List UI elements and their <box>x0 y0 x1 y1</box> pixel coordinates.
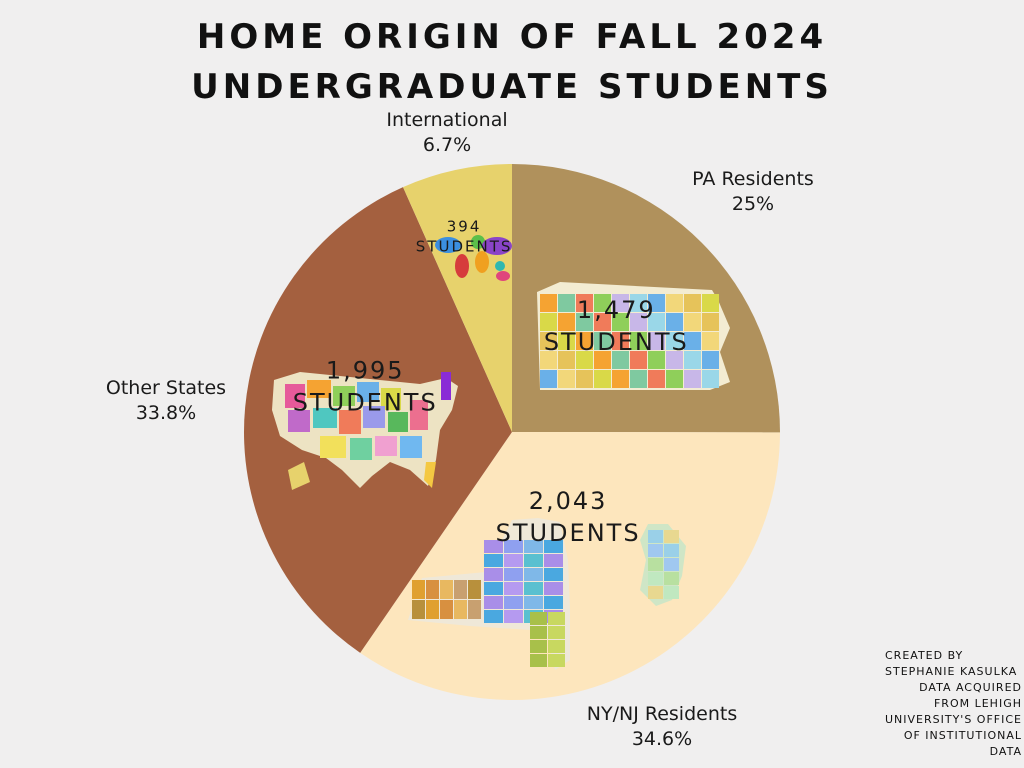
credit-line-4: FROM LEHIGH <box>933 697 1022 710</box>
pie-slice-international <box>403 164 512 432</box>
label-other-states-name: Other States <box>105 377 227 399</box>
label-international-name: International <box>386 109 508 131</box>
count-label-international-number: 394 <box>447 218 482 236</box>
pa-map-image <box>537 282 730 390</box>
chart-title: HOME ORIGIN OF FALL 2024 UNDERGRADUATE S… <box>0 12 1024 112</box>
ny-nj-map-image <box>408 518 686 670</box>
credit-line-7: DATA <box>989 745 1022 758</box>
label-nynj-residents-name: NY/NJ Residents <box>586 703 738 725</box>
label-pa-residents-name: PA Residents <box>692 168 814 190</box>
chart-title-line2: UNDERGRADUATE STUDENTS <box>191 67 833 107</box>
credit-line-6: OF INSTITUTIONAL <box>903 729 1022 742</box>
label-pa-residents: PA Residents 25% <box>663 167 843 217</box>
pie-maps <box>272 235 730 670</box>
credit-line-1: CREATED BY <box>885 649 964 662</box>
label-nynj-residents: NY/NJ Residents 34.6% <box>552 702 772 752</box>
count-label-other-states-number: 1,995 <box>326 357 405 385</box>
label-pa-residents-percent: 25% <box>731 193 775 215</box>
credit-line-3: DATA ACQUIRED <box>919 681 1022 694</box>
count-label-nynj-residents-number: 2,043 <box>529 487 608 515</box>
count-label-other-states-unit: STUDENTS <box>293 389 438 417</box>
credit-line-2: STEPHANIE KASULKA <box>885 665 1018 678</box>
credit-note: CREATED BY STEPHANIE KASULKA DATA ACQUIR… <box>885 648 1022 760</box>
label-other-states: Other States 33.8% <box>80 376 252 426</box>
pie-count-labels: 1,479 STUDENTS 2,043 STUDENTS 1,995 STUDENTS 3… <box>293 218 689 547</box>
credit-line-5: UNIVERSITY'S OFFICE <box>885 713 1022 726</box>
world-map-image <box>435 235 512 281</box>
label-other-states-percent: 33.8% <box>135 402 197 424</box>
label-international-percent: 6.7% <box>422 134 472 156</box>
label-international: International 6.7% <box>352 108 542 158</box>
count-label-pa-residents-number: 1,479 <box>577 296 656 324</box>
label-nynj-residents-percent: 34.6% <box>631 728 693 750</box>
count-label-nynj-residents-unit: STUDENTS <box>496 519 641 547</box>
chart-title-line1: HOME ORIGIN OF FALL 2024 <box>196 17 828 57</box>
pie-slice-nynj-residents <box>360 432 780 700</box>
count-label-international-unit: STUDENTS <box>416 238 513 256</box>
count-label-pa-residents-unit: STUDENTS <box>544 328 689 356</box>
us-map-image <box>272 372 458 490</box>
